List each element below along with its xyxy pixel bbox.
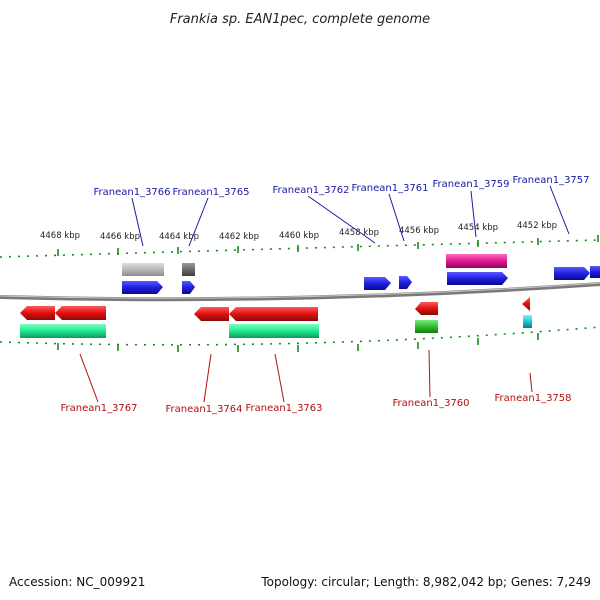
kbp-tick-label: 4454 kbp	[458, 223, 498, 233]
gene-arrow-reverse	[55, 306, 106, 320]
kbp-tick-label: 4466 kbp	[100, 232, 140, 242]
gene-arrow-reverse	[194, 307, 229, 321]
gene-label: Franean1_3766	[93, 187, 170, 198]
gene-arrow-reverse	[20, 306, 55, 320]
bottom-leader-lines	[79, 349, 533, 403]
gene-label: Franean1_3760	[392, 398, 469, 409]
kbp-tick-label: 4464 kbp	[159, 232, 199, 242]
upper-features	[122, 254, 600, 294]
gene-arrow-forward	[447, 272, 508, 285]
feature-lime	[415, 320, 438, 333]
gene-label: Franean1_3761	[351, 183, 428, 194]
gene-arrow-forward	[399, 276, 412, 289]
gene-label: Franean1_3759	[432, 179, 509, 190]
feature-gray	[122, 263, 164, 276]
feature-magenta	[446, 254, 507, 268]
kbp-tick-label: 4468 kbp	[40, 231, 80, 241]
kbp-tick-label: 4452 kbp	[517, 221, 557, 231]
gene-label: Franean1_3762	[272, 185, 349, 196]
gene-label: Franean1_3765	[172, 187, 249, 198]
gene-label: Franean1_3764	[165, 404, 242, 415]
upper-ruler	[0, 235, 600, 258]
kbp-tick-label: 4458 kbp	[339, 228, 379, 238]
gene-label: Franean1_3758	[494, 393, 571, 404]
kbp-tick-labels: 4468 kbp 4466 kbp 4464 kbp 4462 kbp 4460…	[40, 221, 557, 242]
gene-arrow-forward	[554, 267, 590, 280]
top-gene-labels: Franean1_3766 Franean1_3765 Franean1_376…	[93, 175, 589, 198]
gene-arrow-forward	[182, 281, 195, 294]
top-leader-lines	[131, 185, 570, 247]
genome-backbone-highlight	[0, 282, 600, 299]
kbp-tick-label: 4460 kbp	[279, 231, 319, 241]
lower-features	[20, 297, 532, 338]
kbp-tick-label: 4456 kbp	[399, 226, 439, 236]
gene-arrow-forward	[590, 266, 600, 278]
gene-label: Franean1_3767	[60, 403, 137, 414]
gene-arrow-reverse	[522, 297, 530, 311]
gene-arrow-forward	[364, 277, 391, 290]
genome-backbone	[0, 282, 600, 302]
gene-arrow-forward	[122, 281, 163, 294]
lower-ruler	[0, 326, 600, 352]
genome-title: Frankia sp. EAN1pec, complete genome	[170, 12, 430, 27]
feature-cyan	[523, 315, 532, 328]
feature-green	[20, 324, 106, 338]
topology-text: Topology: circular; Length: 8,982,042 bp…	[260, 575, 591, 589]
gene-arrow-reverse	[229, 307, 318, 321]
gene-label: Franean1_3757	[512, 175, 589, 186]
feature-green	[229, 324, 319, 338]
kbp-tick-label: 4462 kbp	[219, 232, 259, 242]
gene-label: Franean1_3763	[245, 403, 322, 414]
feature-darkgray	[182, 263, 195, 276]
bottom-gene-labels: Franean1_3767 Franean1_3764 Franean1_376…	[60, 393, 571, 415]
gene-arrow-reverse	[415, 302, 438, 315]
accession-text: Accession: NC_009921	[9, 575, 145, 589]
